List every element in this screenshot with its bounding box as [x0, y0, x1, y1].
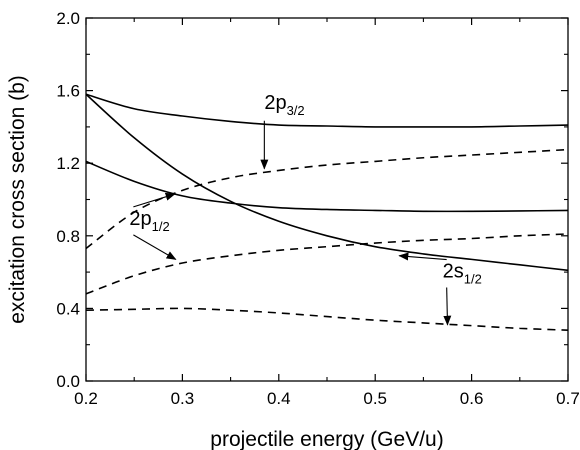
- series-line-1: [85, 93, 569, 128]
- x-tick-label: 0.2: [74, 389, 98, 408]
- x-tick-label: 0.3: [171, 389, 195, 408]
- annotation-arrow: [133, 234, 177, 260]
- series-line-2: [85, 93, 569, 272]
- y-tick-label: 0.4: [56, 299, 80, 318]
- x-tick-label: 0.7: [556, 389, 580, 408]
- y-tick-label: 2.0: [56, 9, 80, 28]
- series-line-3: [85, 160, 569, 213]
- x-tick-label: 0.6: [460, 389, 484, 408]
- series-annotation-3: 2s1/2: [443, 261, 482, 287]
- annotation-arrow: [398, 252, 447, 261]
- y-axis-label: excitation cross section (b): [6, 75, 29, 324]
- series-annotation-1: 2p3/2: [264, 92, 304, 118]
- series-annotation-2: 2p1/2: [129, 208, 169, 234]
- x-axis-label: projectile energy (GeV/u): [210, 428, 443, 450]
- y-tick-label: 0.0: [56, 372, 80, 391]
- y-tick-label: 0.8: [56, 227, 80, 246]
- x-tick-label: 0.5: [363, 389, 387, 408]
- annotation-arrow: [443, 287, 452, 326]
- annotation-arrow: [133, 192, 176, 208]
- y-tick-label: 1.6: [56, 82, 80, 101]
- x-tick-label: 0.4: [267, 389, 291, 408]
- series-line-5: [85, 233, 569, 295]
- y-tick-label: 1.2: [56, 154, 80, 173]
- series-line-6: [85, 307, 569, 331]
